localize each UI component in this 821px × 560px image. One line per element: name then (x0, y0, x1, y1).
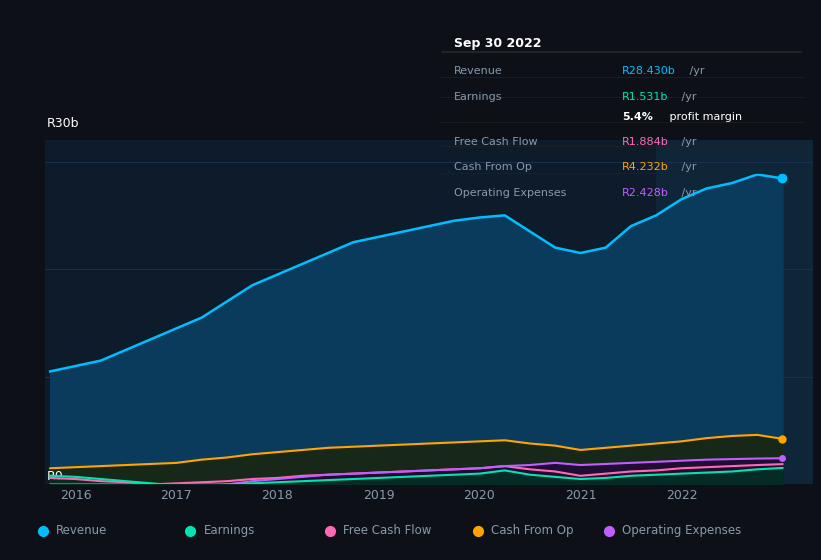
Text: Cash From Op: Cash From Op (454, 161, 532, 171)
Text: 5.4%: 5.4% (622, 113, 653, 123)
Text: R1.531b: R1.531b (622, 92, 668, 102)
Text: Earnings: Earnings (454, 92, 502, 102)
Text: profit margin: profit margin (666, 113, 742, 123)
Text: R4.232b: R4.232b (622, 161, 668, 171)
Text: /yr: /yr (678, 161, 697, 171)
Text: /yr: /yr (678, 188, 697, 198)
Text: R0: R0 (47, 470, 63, 483)
Text: Sep 30 2022: Sep 30 2022 (454, 37, 541, 50)
Text: Free Cash Flow: Free Cash Flow (454, 137, 538, 147)
Text: Earnings: Earnings (204, 524, 255, 537)
Text: R30b: R30b (47, 116, 79, 130)
Text: R28.430b: R28.430b (622, 67, 676, 77)
Text: Revenue: Revenue (56, 524, 108, 537)
Bar (656, 140, 813, 484)
Text: R2.428b: R2.428b (622, 188, 669, 198)
Text: /yr: /yr (678, 92, 697, 102)
Text: Operating Expenses: Operating Expenses (454, 188, 566, 198)
Text: Cash From Op: Cash From Op (491, 524, 573, 537)
Text: /yr: /yr (678, 137, 697, 147)
Text: Revenue: Revenue (454, 67, 502, 77)
Text: R1.884b: R1.884b (622, 137, 668, 147)
Text: Free Cash Flow: Free Cash Flow (343, 524, 432, 537)
Text: Operating Expenses: Operating Expenses (622, 524, 741, 537)
Text: /yr: /yr (686, 67, 704, 77)
